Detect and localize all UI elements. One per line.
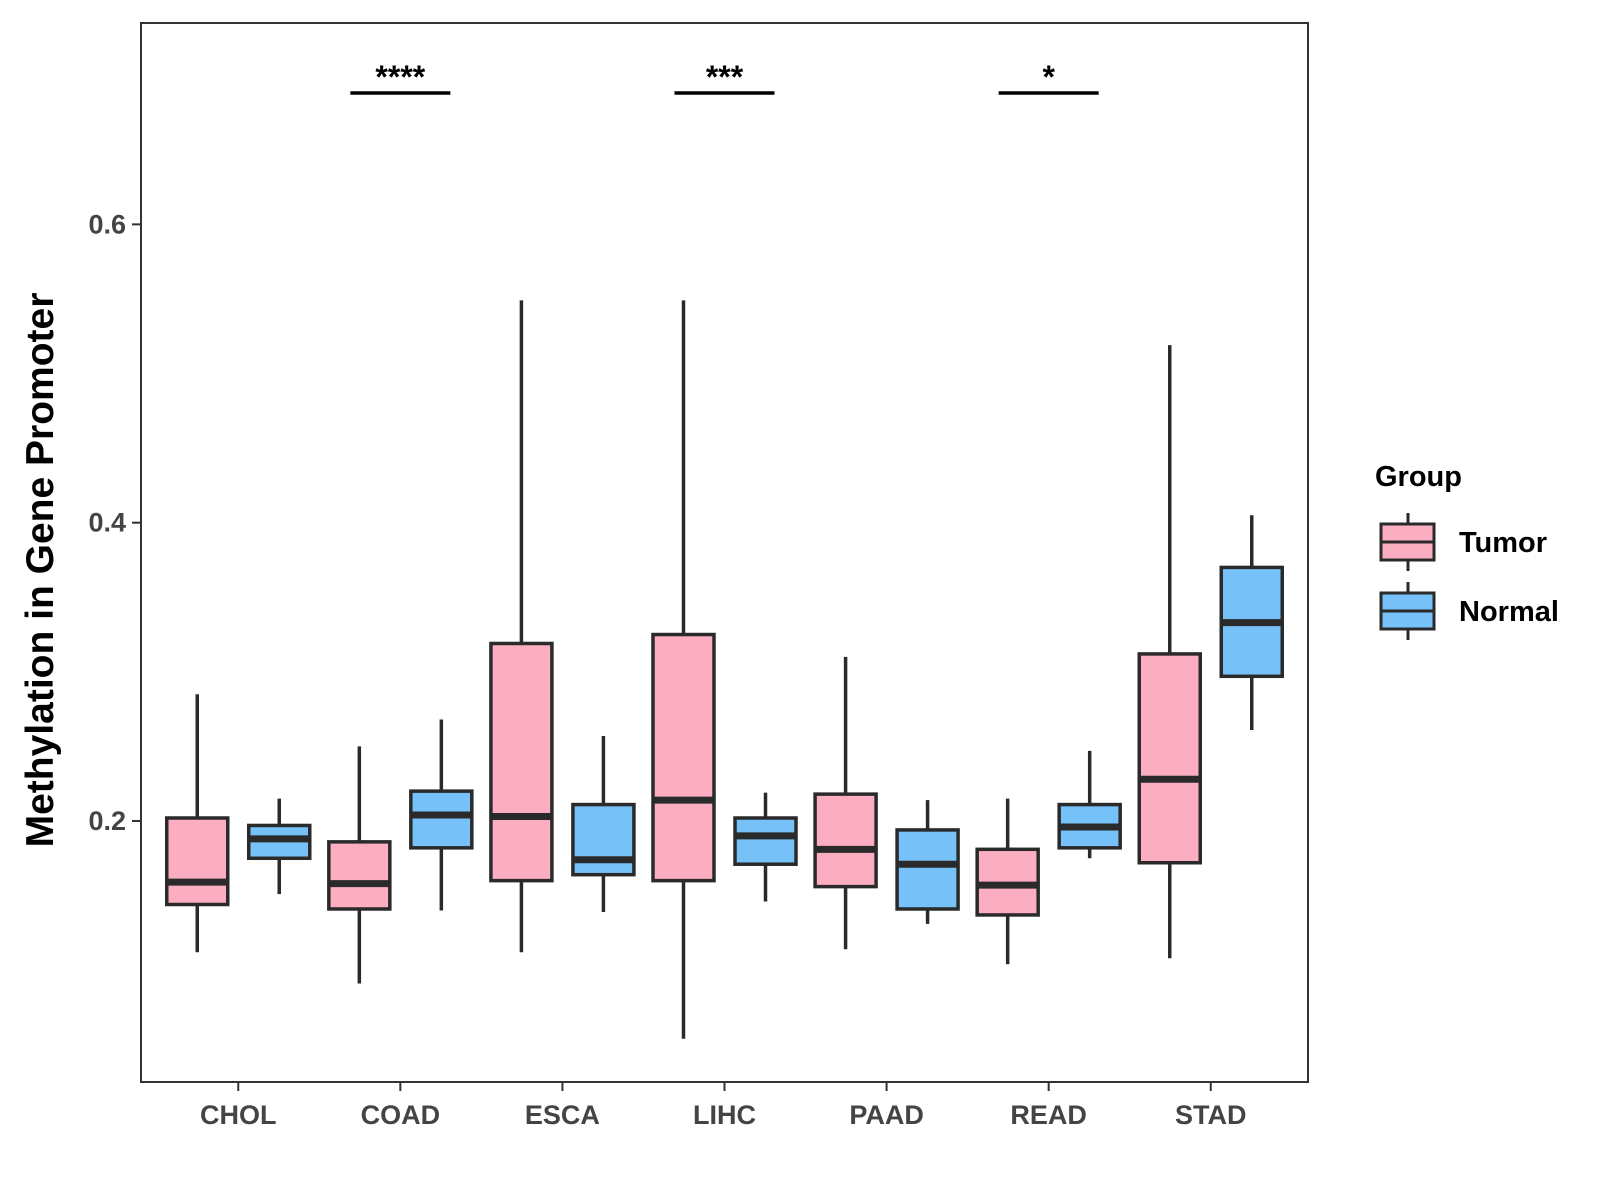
- legend: Group Tumor Normal: [1375, 461, 1559, 640]
- box-normal-paad: [895, 800, 960, 924]
- y-tick-label: 0.2: [88, 806, 126, 836]
- x-tick-label: PAAD: [849, 1100, 924, 1130]
- significance-label: ***: [706, 59, 744, 95]
- box-tumor-read: [975, 798, 1040, 965]
- box-tumor-coad: [327, 746, 392, 984]
- significance-coad: ****: [350, 59, 451, 95]
- box-body: [489, 641, 554, 883]
- box-normal-coad: [409, 719, 474, 911]
- box-tumor-esca: [489, 300, 554, 953]
- box-normal-stad: [1219, 515, 1284, 730]
- x-tick-label: ESCA: [525, 1100, 600, 1130]
- legend-item-normal: Normal: [1379, 582, 1559, 640]
- box-body: [327, 840, 392, 911]
- box-normal-esca: [571, 735, 636, 912]
- box-body: [409, 789, 474, 850]
- box-body: [895, 828, 960, 911]
- significance-lihc: ***: [674, 59, 775, 95]
- plot-area: **** *** *: [165, 59, 1284, 1039]
- x-tick-label: READ: [1010, 1100, 1087, 1130]
- box-tumor-chol: [165, 694, 230, 953]
- box-normal-lihc: [733, 792, 798, 902]
- y-axis: 0.2 0.4 0.6: [88, 209, 141, 836]
- x-axis: CHOL COAD ESCA LIHC PAAD READ STAD: [200, 1082, 1247, 1130]
- x-tick-label: LIHC: [693, 1100, 756, 1130]
- box-normal-read: [1057, 750, 1122, 859]
- box-body: [651, 632, 716, 883]
- y-axis-title: Methylation in Gene Promoter: [19, 293, 62, 848]
- box-tumor-stad: [1137, 345, 1202, 959]
- legend-item-tumor: Tumor: [1379, 513, 1547, 571]
- legend-label-tumor: Tumor: [1459, 527, 1547, 559]
- box-body: [571, 802, 636, 877]
- significance-label: *: [1042, 59, 1055, 95]
- plot-panel-border: [140, 22, 1309, 1083]
- box-tumor-lihc: [651, 300, 716, 1039]
- x-tick-label: COAD: [361, 1100, 441, 1130]
- significance-read: *: [998, 59, 1099, 95]
- box-body: [813, 792, 878, 889]
- box-body: [733, 816, 798, 866]
- box-tumor-paad: [813, 656, 878, 950]
- box-normal-chol: [247, 798, 312, 895]
- legend-label-normal: Normal: [1459, 596, 1559, 628]
- x-tick-label: STAD: [1175, 1100, 1247, 1130]
- box-body: [165, 816, 230, 907]
- y-tick-label: 0.4: [88, 508, 126, 538]
- x-tick-label: CHOL: [200, 1100, 277, 1130]
- legend-title: Group: [1375, 461, 1462, 493]
- significance-label: ****: [375, 59, 425, 95]
- box-body: [1137, 652, 1202, 865]
- y-tick-label: 0.6: [88, 209, 126, 239]
